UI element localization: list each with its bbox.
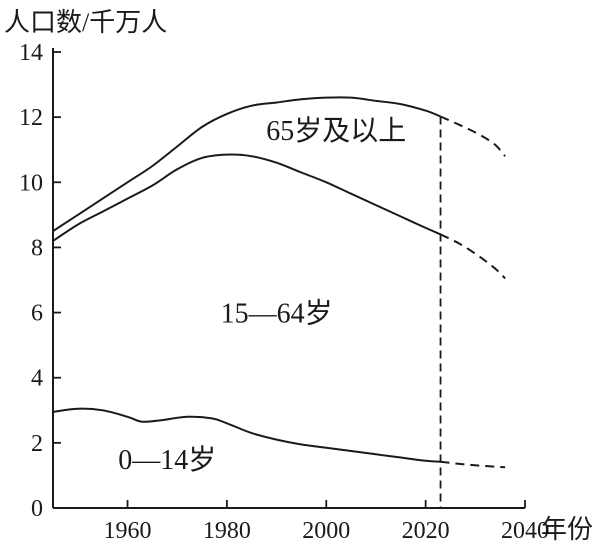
x-tick-label: 2040 bbox=[501, 518, 549, 544]
series-projection-under15 bbox=[440, 460, 506, 469]
x-tick-label: 2020 bbox=[402, 518, 450, 544]
x-axis-title: 年份 bbox=[541, 515, 593, 544]
y-tick-label: 0 bbox=[31, 496, 43, 522]
x-tick-label: 1960 bbox=[104, 518, 152, 544]
y-tick-label: 4 bbox=[31, 366, 43, 392]
y-tick-label: 2 bbox=[31, 431, 43, 457]
y-tick-label: 14 bbox=[19, 40, 43, 66]
axes: 0 2 4 6 8 10 12 14 1960 1980 2000 2020 2040 bbox=[19, 40, 549, 544]
series-projection-total bbox=[440, 115, 506, 157]
x-tick-label: 2000 bbox=[302, 518, 350, 544]
y-tick-label: 12 bbox=[19, 105, 43, 131]
series-line-under15 bbox=[52, 407, 441, 463]
x-tick-label: 1980 bbox=[203, 518, 251, 544]
curves bbox=[52, 96, 506, 508]
band-label-0: 65岁及以上 bbox=[266, 115, 406, 147]
y-tick-label: 10 bbox=[19, 170, 43, 196]
band-label-2: 0—14岁 bbox=[118, 444, 216, 476]
y-tick-label: 6 bbox=[31, 301, 43, 327]
y-axis-title: 人口数/千万人 bbox=[4, 8, 167, 37]
series-projection-under65 bbox=[440, 233, 506, 280]
band-label-1: 15—64岁 bbox=[221, 297, 333, 329]
series-line-under65 bbox=[52, 153, 441, 242]
series-line-total bbox=[52, 96, 441, 232]
y-tick-label: 8 bbox=[31, 235, 43, 261]
